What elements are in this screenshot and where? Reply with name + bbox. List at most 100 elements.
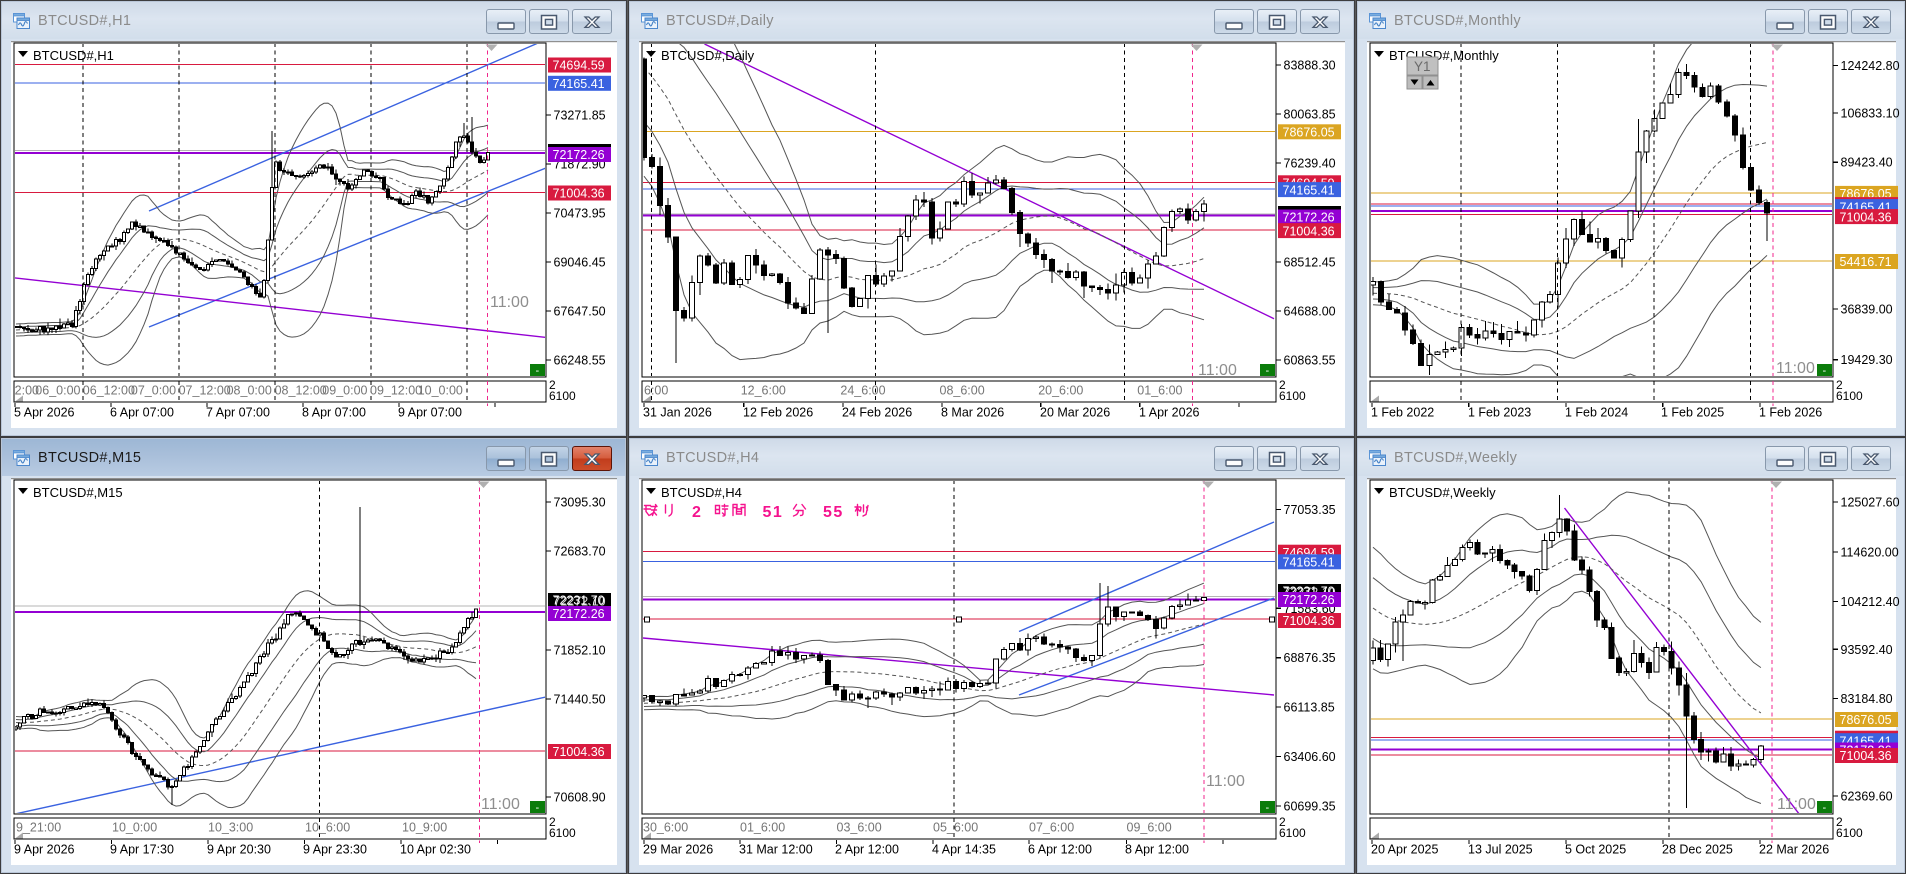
svg-text:77053.35: 77053.35	[1284, 503, 1336, 517]
svg-text:6 Apr 07:00: 6 Apr 07:00	[110, 406, 174, 420]
svg-text:73095.30: 73095.30	[554, 496, 606, 510]
svg-text:72172.26: 72172.26	[553, 148, 605, 162]
svg-text:89423.40: 89423.40	[1841, 156, 1893, 170]
svg-text:71852.10: 71852.10	[554, 644, 606, 658]
svg-text:2: 2	[1279, 378, 1286, 392]
svg-text:22 Mar 2026: 22 Mar 2026	[1759, 843, 1829, 857]
svg-text:66113.85: 66113.85	[1284, 701, 1335, 715]
svg-text:1 Feb 2022: 1 Feb 2022	[1371, 406, 1434, 420]
svg-text:54416.71: 54416.71	[1840, 255, 1892, 269]
svg-text:08_6:00: 08_6:00	[940, 384, 985, 398]
svg-text:19429.30: 19429.30	[1841, 353, 1893, 367]
svg-text:78676.05: 78676.05	[1283, 126, 1335, 140]
svg-text:9 Apr 07:00: 9 Apr 07:00	[398, 406, 462, 420]
svg-text:2 Apr 12:00: 2 Apr 12:00	[835, 843, 899, 857]
svg-text:10_3:00: 10_3:00	[208, 821, 253, 835]
svg-text:104212.40: 104212.40	[1841, 595, 1900, 609]
svg-text:72172.26: 72172.26	[553, 607, 605, 621]
svg-text:06_12:00: 06_12:00	[83, 384, 135, 398]
svg-text:2: 2	[692, 504, 702, 521]
svg-text:83888.30: 83888.30	[1284, 59, 1336, 73]
svg-text:8 Apr 12:00: 8 Apr 12:00	[1125, 843, 1189, 857]
svg-text:1 Feb 2023: 1 Feb 2023	[1468, 406, 1531, 420]
svg-text:5 Apr 2026: 5 Apr 2026	[14, 406, 75, 420]
svg-text:6100: 6100	[549, 389, 576, 403]
svg-text:74165.41: 74165.41	[1283, 556, 1335, 570]
svg-text:11:00: 11:00	[1198, 362, 1237, 379]
svg-text:06_0:00: 06_0:00	[35, 384, 80, 398]
svg-text:67647.50: 67647.50	[554, 305, 606, 319]
svg-text:76239.40: 76239.40	[1284, 157, 1336, 171]
svg-text:71440.50: 71440.50	[554, 693, 606, 707]
svg-text:7 Apr 07:00: 7 Apr 07:00	[206, 406, 270, 420]
svg-text:08_0:00: 08_0:00	[227, 384, 272, 398]
svg-text:07_6:00: 07_6:00	[1029, 821, 1074, 835]
svg-text:55: 55	[823, 504, 844, 521]
svg-text:11:00: 11:00	[1206, 773, 1245, 790]
svg-text:68512.45: 68512.45	[1284, 256, 1336, 270]
svg-text:-: -	[536, 802, 540, 814]
svg-text:5 Oct 2025: 5 Oct 2025	[1565, 843, 1626, 857]
svg-text:01_6:00: 01_6:00	[740, 821, 785, 835]
svg-text:9 Apr 23:30: 9 Apr 23:30	[303, 843, 367, 857]
svg-text:12_6:00: 12_6:00	[741, 384, 786, 398]
svg-text:10_9:00: 10_9:00	[402, 821, 447, 835]
svg-text:6100: 6100	[549, 826, 576, 840]
svg-text:Y1: Y1	[1414, 59, 1431, 74]
svg-text:-: -	[536, 365, 540, 377]
svg-text:71004.36: 71004.36	[1840, 210, 1892, 224]
svg-text:9 Apr 20:30: 9 Apr 20:30	[207, 843, 271, 857]
svg-text:70608.90: 70608.90	[554, 791, 606, 805]
svg-text:-: -	[1266, 365, 1270, 377]
svg-text:13 Jul 2025: 13 Jul 2025	[1468, 843, 1533, 857]
svg-text:60863.55: 60863.55	[1284, 354, 1336, 368]
svg-text:BTCUSD#,Daily: BTCUSD#,Daily	[661, 48, 755, 63]
svg-text:4 Apr 14:35: 4 Apr 14:35	[932, 843, 996, 857]
svg-text:125027.60: 125027.60	[1841, 496, 1900, 510]
svg-text:66248.55: 66248.55	[554, 354, 606, 368]
svg-text:12:00: 12:00	[8, 384, 39, 398]
svg-text:2: 2	[549, 378, 556, 392]
svg-text:9_21:00: 9_21:00	[16, 821, 61, 835]
svg-text:72172.26: 72172.26	[1283, 211, 1335, 225]
svg-text:30_6:00: 30_6:00	[643, 821, 688, 835]
svg-text:28 Dec 2025: 28 Dec 2025	[1662, 843, 1733, 857]
svg-text:6 Apr 12:00: 6 Apr 12:00	[1028, 843, 1092, 857]
svg-text:1 Feb 2025: 1 Feb 2025	[1661, 406, 1724, 420]
svg-text:71004.36: 71004.36	[1283, 224, 1335, 238]
svg-text:31 Mar 12:00: 31 Mar 12:00	[739, 843, 813, 857]
svg-text:-: -	[1823, 802, 1827, 814]
svg-text:78676.05: 78676.05	[1840, 713, 1892, 727]
svg-text:BTCUSD#,H4: BTCUSD#,H4	[661, 485, 742, 500]
svg-text:10_0:00: 10_0:00	[418, 384, 463, 398]
svg-text:05_6:00: 05_6:00	[933, 821, 978, 835]
svg-text:71004.36: 71004.36	[1840, 749, 1892, 763]
svg-text:6:00: 6:00	[644, 384, 668, 398]
svg-text:70473.95: 70473.95	[554, 207, 606, 221]
svg-text:24_6:00: 24_6:00	[840, 384, 885, 398]
svg-text:1 Feb 2024: 1 Feb 2024	[1565, 406, 1628, 420]
svg-text:07_12:00: 07_12:00	[179, 384, 231, 398]
svg-text:73271.85: 73271.85	[554, 109, 606, 123]
svg-text:2: 2	[1279, 815, 1286, 829]
svg-text:71004.36: 71004.36	[1283, 614, 1335, 628]
svg-text:10_0:00: 10_0:00	[112, 821, 157, 835]
svg-text:08_12:00: 08_12:00	[275, 384, 327, 398]
svg-text:69046.45: 69046.45	[554, 256, 606, 270]
svg-text:BTCUSD#,M15: BTCUSD#,M15	[33, 485, 123, 500]
svg-text:8 Apr 07:00: 8 Apr 07:00	[302, 406, 366, 420]
svg-text:72231.70: 72231.70	[553, 594, 605, 608]
svg-text:09_12:00: 09_12:00	[370, 384, 422, 398]
svg-text:10_6:00: 10_6:00	[305, 821, 350, 835]
svg-text:64688.00: 64688.00	[1284, 305, 1336, 319]
svg-text:07_0:00: 07_0:00	[131, 384, 176, 398]
svg-text:63406.60: 63406.60	[1284, 750, 1336, 764]
svg-text:01_6:00: 01_6:00	[1137, 384, 1182, 398]
svg-text:10 Apr 02:30: 10 Apr 02:30	[400, 843, 471, 857]
svg-text:29 Mar 2026: 29 Mar 2026	[643, 843, 713, 857]
svg-text:2: 2	[1836, 815, 1843, 829]
svg-text:20 Apr 2025: 20 Apr 2025	[1371, 843, 1438, 857]
svg-text:1 Feb 2026: 1 Feb 2026	[1759, 406, 1822, 420]
svg-text:83184.80: 83184.80	[1841, 692, 1893, 706]
svg-text:60699.35: 60699.35	[1284, 799, 1336, 813]
